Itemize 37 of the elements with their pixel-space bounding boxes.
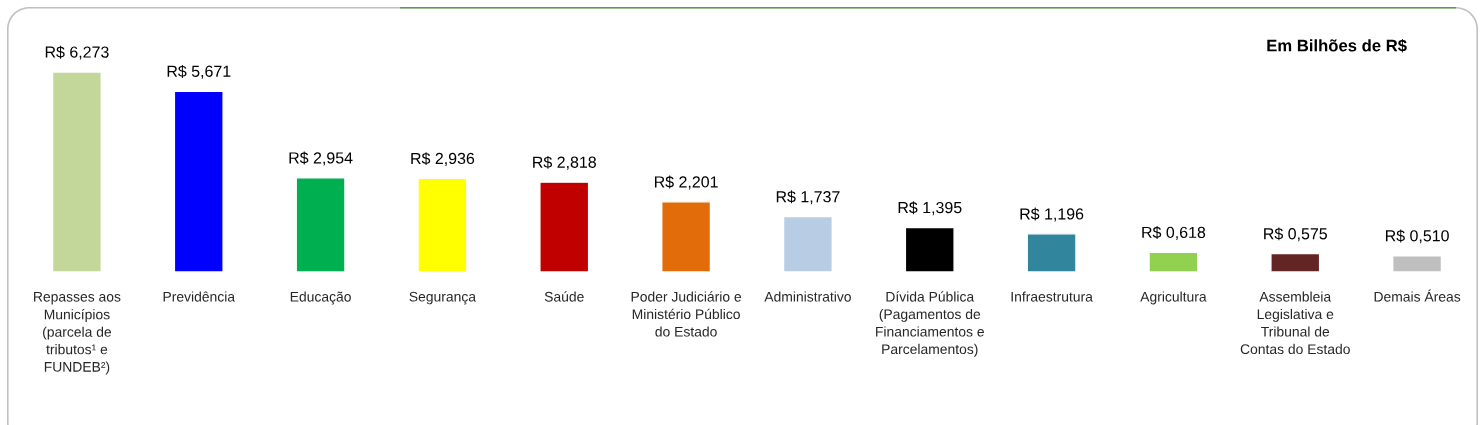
bar <box>539 181 590 272</box>
data-label: R$ 2,936 <box>411 152 475 167</box>
bar <box>1148 251 1199 272</box>
data-label: R$ 2,954 <box>289 151 353 166</box>
x-tick-label: Dívida Pública (Pagamentos de Financiamentos e Parcelamentos) <box>876 291 984 357</box>
x-tick-label: Agricultura <box>1140 291 1207 305</box>
data-label: R$ 6,273 <box>45 45 109 60</box>
bar <box>1270 252 1321 272</box>
bar <box>782 215 833 272</box>
data-label: R$ 0,575 <box>1264 227 1327 242</box>
bar <box>1392 255 1443 272</box>
x-tick-label: Assembleia Legislativa e Tribunal de Contas do Estado <box>1240 291 1350 355</box>
x-tick-label: Demais Áreas <box>1374 289 1461 302</box>
x-tick-label: Repasses aos Municípios (parcela de tributos¹ e FUNDEB²) <box>34 291 121 375</box>
bar <box>173 90 224 272</box>
chart-title: Em Bilhões de R$ <box>1267 38 1407 53</box>
x-tick-label: Poder Judiciário e Ministério Público do Estado <box>631 291 742 337</box>
data-label: R$ 0,510 <box>1385 229 1449 244</box>
data-label: R$ 0,618 <box>1142 226 1206 240</box>
bar <box>1026 233 1077 272</box>
x-tick-label: Saúde <box>544 291 584 302</box>
data-label: R$ 1,196 <box>1020 207 1084 222</box>
bar <box>51 71 102 272</box>
x-tick-label: Infraestrutura <box>1011 291 1093 302</box>
x-tick-label: Previdência <box>163 291 236 302</box>
bar <box>417 177 468 272</box>
x-tick-label: Administrativo <box>764 291 851 302</box>
bar <box>904 226 955 272</box>
bar <box>295 177 346 272</box>
data-label: R$ 2,201 <box>654 175 718 190</box>
x-tick-label: Educação <box>290 291 351 305</box>
data-label: R$ 5,671 <box>167 64 231 79</box>
data-label: R$ 2,818 <box>533 155 596 170</box>
bar <box>661 201 712 272</box>
data-label: R$ 1,395 <box>898 201 962 216</box>
data-label: R$ 1,737 <box>776 190 840 205</box>
x-tick-label: Segurança <box>409 291 477 305</box>
